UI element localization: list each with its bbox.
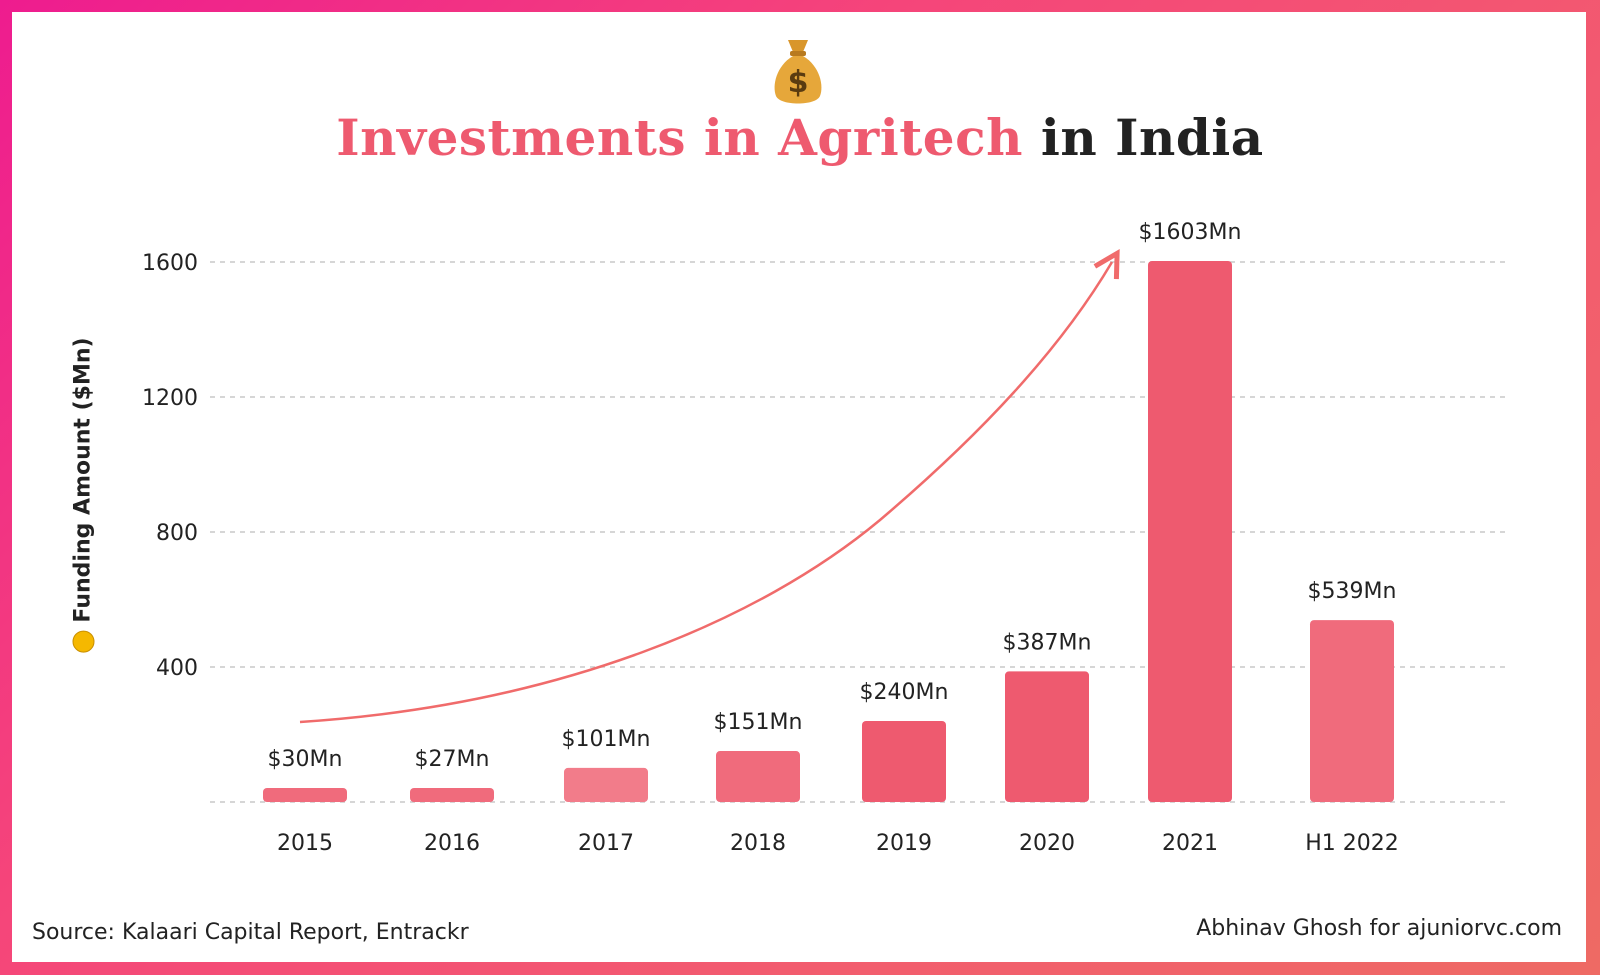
y-axis-label: Funding Amount ($Mn) — [70, 337, 96, 653]
bar — [564, 767, 648, 802]
y-tick-label: 1600 — [142, 251, 198, 276]
source-note: Source: Kalaari Capital Report, Entrackr — [32, 920, 469, 945]
x-tick-label: 2018 — [730, 831, 786, 856]
svg-text:$: $ — [788, 65, 809, 100]
x-tick-label: 2016 — [424, 831, 480, 856]
money-bag-icon: $ — [774, 40, 822, 104]
y-tick-label: 400 — [156, 656, 198, 681]
x-tick-label: 2021 — [1162, 831, 1218, 856]
bar — [1310, 620, 1394, 802]
x-tick-label: 2015 — [277, 831, 333, 856]
title-accent: Investments in Agritech — [336, 108, 1023, 167]
y-tick-label: 800 — [156, 521, 198, 546]
x-tick-label: 2020 — [1019, 831, 1075, 856]
bar — [263, 788, 347, 802]
data-label: $27Mn — [415, 747, 490, 772]
bar — [862, 721, 946, 802]
data-label: $387Mn — [1003, 630, 1092, 655]
x-tick-label: 2017 — [578, 831, 634, 856]
chart-title: Investments in Agritech in India — [0, 108, 1600, 167]
data-label: $539Mn — [1308, 579, 1397, 604]
bar — [1005, 671, 1089, 802]
data-label: $30Mn — [268, 747, 343, 772]
bar — [1148, 260, 1232, 802]
data-label: $1603Mn — [1139, 220, 1242, 245]
x-tick-label: 2019 — [876, 831, 932, 856]
y-axis-label-text: Funding Amount ($Mn) — [70, 337, 96, 623]
y-axis-label-wrap: Funding Amount ($Mn) — [60, 337, 106, 653]
credit-note: Abhinav Ghosh for ajuniorvc.com — [1196, 916, 1562, 941]
y-tick-label: 1200 — [142, 386, 198, 411]
bar — [716, 751, 800, 802]
title-plain: in India — [1040, 108, 1264, 167]
x-tick-label: H1 2022 — [1305, 831, 1399, 856]
bar — [410, 788, 494, 802]
data-label: $101Mn — [562, 727, 651, 752]
trend-arrow — [299, 262, 1112, 724]
data-label: $240Mn — [860, 680, 949, 705]
chart-card — [12, 12, 1586, 962]
money-face-icon — [72, 630, 94, 653]
data-label: $151Mn — [714, 710, 803, 735]
